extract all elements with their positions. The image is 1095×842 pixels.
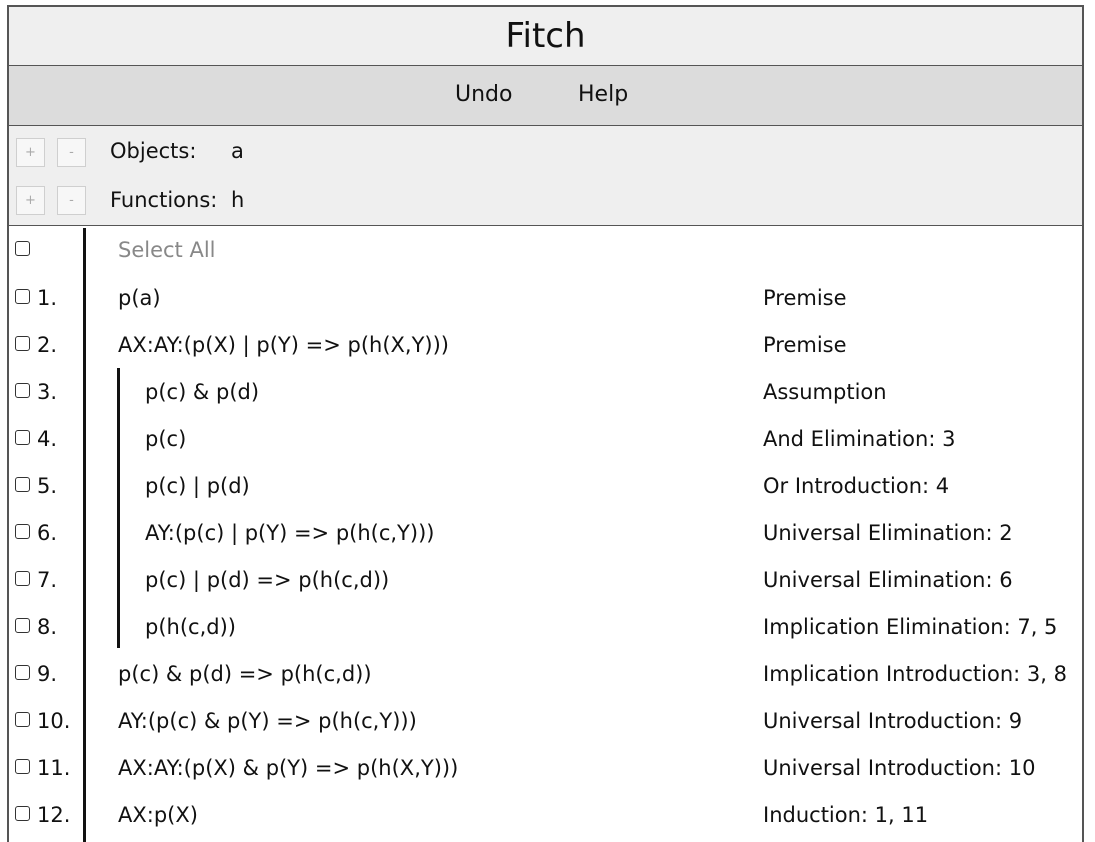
line-checkbox[interactable] [15,524,30,539]
objects-label: Objects: [110,139,197,163]
app-title: Fitch [505,16,586,56]
line-number: 3. [37,380,58,404]
line-formula[interactable]: p(c) [145,427,187,451]
line-formula[interactable]: AY:(p(c) | p(Y) => p(h(c,Y))) [145,521,435,545]
functions-value: h [231,188,245,212]
line-justification: Premise [763,333,847,357]
select-all-label: Select All [118,238,216,262]
title-bar: Fitch [7,5,1084,66]
line-justification: Assumption [763,380,887,404]
line-number: 1. [37,286,58,310]
line-formula[interactable]: AX:p(X) [118,803,198,827]
line-checkbox[interactable] [15,289,30,304]
line-number: 5. [37,474,58,498]
line-checkbox[interactable] [15,430,30,445]
line-formula[interactable]: p(h(c,d)) [145,615,236,639]
line-justification: Universal Elimination: 2 [763,521,1013,545]
line-checkbox[interactable] [15,477,30,492]
line-number: 7. [37,568,58,592]
line-checkbox[interactable] [15,618,30,633]
line-checkbox[interactable] [15,336,30,351]
functions-label: Functions: [110,188,218,212]
line-justification: Premise [763,286,847,310]
vocabulary-panel: + - Objects: a + - Functions: h [7,126,1084,226]
line-checkbox[interactable] [15,665,30,680]
line-checkbox[interactable] [15,759,30,774]
line-justification: Or Introduction: 4 [763,474,950,498]
line-number: 2. [37,333,58,357]
line-number: 12. [37,803,71,827]
line-formula[interactable]: p(c) & p(d) [145,380,260,404]
line-number: 10. [37,709,71,733]
line-justification: Implication Introduction: 3, 8 [763,662,1067,686]
proof-panel [7,226,1084,842]
subproof-bar [117,368,120,648]
line-justification: Universal Elimination: 6 [763,568,1013,592]
line-justification: Implication Elimination: 7, 5 [763,615,1058,639]
help-button[interactable]: Help [578,82,629,107]
line-justification: And Elimination: 3 [763,427,956,451]
line-formula[interactable]: p(c) | p(d) => p(h(c,d)) [145,568,390,592]
line-formula[interactable]: AX:AY:(p(X) | p(Y) => p(h(X,Y))) [118,333,449,357]
remove-object-button[interactable]: - [57,138,86,167]
line-number: 9. [37,662,58,686]
line-number: 11. [37,756,71,780]
line-justification: Universal Introduction: 9 [763,709,1023,733]
line-checkbox[interactable] [15,383,30,398]
select-all-checkbox[interactable] [15,241,30,256]
toolbar: Undo Help [7,66,1084,126]
line-checkbox[interactable] [15,571,30,586]
line-formula[interactable]: p(c) & p(d) => p(h(c,d)) [118,662,372,686]
proof-main-bar [83,228,86,842]
line-number: 8. [37,615,58,639]
line-number: 6. [37,521,58,545]
line-formula[interactable]: AX:AY:(p(X) & p(Y) => p(h(X,Y))) [118,756,459,780]
add-object-button[interactable]: + [16,138,45,167]
line-justification: Induction: 1, 11 [763,803,929,827]
line-checkbox[interactable] [15,712,30,727]
line-formula[interactable]: AY:(p(c) & p(Y) => p(h(c,Y))) [118,709,417,733]
undo-button[interactable]: Undo [455,82,513,107]
line-formula[interactable]: p(c) | p(d) [145,474,250,498]
line-formula[interactable]: p(a) [118,286,161,310]
remove-function-button[interactable]: - [57,186,86,215]
line-number: 4. [37,427,58,451]
line-justification: Universal Introduction: 10 [763,756,1036,780]
line-checkbox[interactable] [15,806,30,821]
objects-value: a [231,139,244,163]
add-function-button[interactable]: + [16,186,45,215]
